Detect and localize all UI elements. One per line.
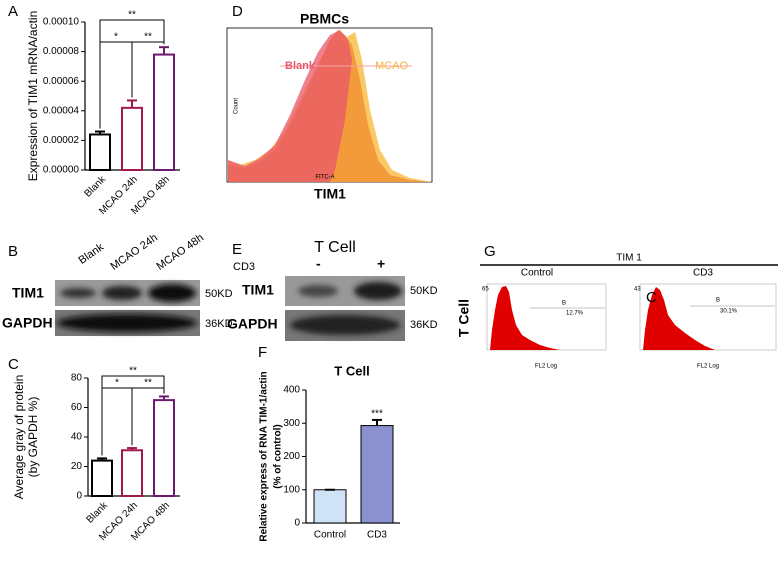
legend-entry: Blank (285, 60, 316, 72)
chart-title: T Cell (334, 363, 369, 378)
panel-label: E (232, 241, 242, 258)
y-tick-label: 400 (283, 385, 300, 396)
y-tick-label: 0.00010 (43, 17, 80, 28)
row-label: TIM1 (242, 282, 274, 298)
significance-bracket (131, 387, 165, 446)
band (60, 288, 96, 298)
y-axis-label: Average gray of protein (12, 375, 26, 500)
significance-label: * (114, 32, 118, 43)
bar (313, 489, 347, 524)
plot-title: PBMCs (300, 11, 349, 27)
histogram-blank (228, 30, 352, 182)
axis-label: FL2 Log (535, 364, 557, 370)
band (148, 284, 196, 302)
y-axis-label: Relative express of RNA TIM-1/actin (259, 371, 270, 541)
y-axis-label: (% of control) (273, 424, 284, 488)
gate-label: B (562, 301, 566, 307)
significance-label: ** (144, 378, 152, 389)
band (290, 315, 400, 335)
y-tick-label: 200 (283, 451, 300, 462)
y-axis-label: Expression of TIM1 mRNA/actin (26, 11, 40, 182)
y-tick-label: 0.00002 (43, 135, 80, 146)
lane-label: MCAO 24h (109, 232, 160, 273)
y-tick-label: 100 (283, 484, 300, 495)
bar (89, 133, 111, 171)
y-tick-label: 20 (71, 461, 83, 472)
y-tick-label: 0.00004 (43, 105, 80, 116)
y-tick-label: 0 (76, 491, 82, 502)
axis-label: FL2 Log (697, 364, 719, 370)
y-tick-label: 0.00006 (43, 76, 80, 87)
significance-label: ** (144, 32, 152, 43)
x-tick-label: Blank (83, 174, 109, 200)
bar (121, 106, 143, 171)
significance-label: ** (129, 366, 137, 377)
size-label: 36KD (205, 318, 233, 330)
y-max: 43 (634, 287, 641, 293)
significance-label: * (115, 378, 119, 389)
size-label: 50KD (205, 288, 233, 300)
bar (121, 449, 143, 497)
row-label: GAPDH (2, 315, 53, 331)
significance-bracket (131, 41, 165, 98)
axis-label: FITC-A (315, 175, 334, 181)
plot-tag: C (646, 289, 657, 306)
group-title: TIM 1 (616, 253, 642, 264)
significance-label: ** (128, 10, 136, 21)
panel-label: A (8, 3, 18, 20)
y-tick-label: 300 (283, 418, 300, 429)
axis-label: Count (234, 98, 240, 114)
y-tick-label: 0 (294, 518, 300, 529)
bar (360, 425, 394, 524)
histogram (643, 287, 715, 350)
histogram (490, 286, 560, 350)
condition-label: - (316, 256, 321, 272)
y-tick-label: 60 (71, 402, 83, 413)
x-tick-label: Control (314, 530, 346, 541)
band (354, 282, 402, 300)
y-tick-label: 40 (71, 432, 83, 443)
gate-percent: 30.1% (720, 309, 738, 315)
panel-label: F (258, 344, 267, 361)
condition-label: + (377, 256, 385, 272)
y-tick-label: 80 (71, 373, 83, 384)
column-label: CD3 (693, 268, 713, 279)
blot-title: T Cell (314, 239, 356, 256)
treatment-label: CD3 (233, 261, 255, 273)
axis-label: TIM1 (314, 186, 346, 202)
y-tick-label: 0.00008 (43, 46, 80, 57)
x-tick-label: CD3 (367, 530, 387, 541)
panel-label: C (8, 356, 19, 373)
size-label: 50KD (410, 285, 438, 297)
y-tick-label: 0.00000 (43, 165, 80, 176)
y-axis-label: (by GAPDH %) (26, 397, 40, 478)
bar (91, 459, 113, 498)
band (57, 314, 197, 332)
row-label: T Cell (456, 299, 472, 337)
y-max: 65 (482, 287, 489, 293)
panel-label: G (484, 243, 496, 260)
band (298, 285, 338, 297)
column-label: Control (521, 268, 553, 279)
lane-label: MCAO 48h (155, 232, 206, 273)
band (102, 286, 142, 300)
panel-label: D (232, 3, 243, 20)
row-label: TIM1 (12, 285, 44, 301)
x-tick-label: Blank (85, 500, 111, 526)
row-label: GAPDH (227, 316, 278, 332)
significance-bracket (101, 387, 133, 456)
gate-percent: 12.7% (566, 311, 584, 317)
significance-label: *** (371, 409, 383, 420)
panel-label: B (8, 243, 18, 260)
legend-entry: MCAO (375, 60, 408, 72)
gate-label: B (716, 298, 720, 304)
lane-label: Blank (77, 241, 107, 267)
bar (153, 399, 175, 497)
size-label: 36KD (410, 319, 438, 331)
bar (153, 53, 175, 172)
